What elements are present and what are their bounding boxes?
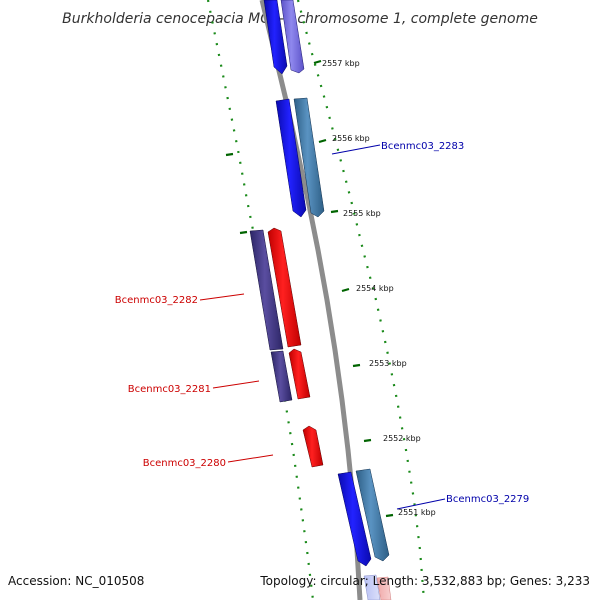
inner-tick-ring bbox=[206, 0, 315, 600]
scale-label: 2551 kbp bbox=[398, 508, 436, 517]
accession-text: Accession: NC_010508 bbox=[8, 574, 145, 588]
cds-feature[interactable] bbox=[376, 576, 392, 600]
gene-label[interactable]: Bcenmc03_2282 bbox=[115, 295, 198, 306]
gene-label[interactable]: Bcenmc03_2279 bbox=[446, 494, 529, 505]
label-leaders bbox=[199, 144, 446, 510]
gene-feature-bcenmc03-2282[interactable] bbox=[249, 229, 284, 351]
gene-feature-bcenmc03-2283[interactable] bbox=[293, 97, 325, 218]
scale-label: 2552 kbp bbox=[383, 434, 421, 443]
scale-label: 2553 kbp bbox=[369, 359, 407, 368]
scale-labels: 2557 kbp 2556 kbp 2555 kbp 2554 kbp 2553… bbox=[322, 59, 436, 517]
scale-label: 2554 kbp bbox=[356, 284, 394, 293]
topology-text: Topology: circular; Length: 3,532,883 bp… bbox=[260, 574, 590, 588]
cds-feature-bcenmc03-2280[interactable] bbox=[302, 425, 324, 468]
gene-label[interactable]: Bcenmc03_2283 bbox=[381, 141, 464, 152]
cds-feature[interactable] bbox=[263, 0, 288, 75]
cds-feature-bcenmc03-2281[interactable] bbox=[288, 348, 311, 400]
cds-feature-bcenmc03-2279[interactable] bbox=[337, 471, 372, 567]
cds-feature-bcenmc03-2283[interactable] bbox=[275, 98, 307, 218]
cds-feature-bcenmc03-2282[interactable] bbox=[267, 227, 302, 348]
gene-label[interactable]: Bcenmc03_2281 bbox=[128, 384, 211, 395]
gene-features bbox=[249, 0, 392, 600]
outer-tick-ring bbox=[296, 0, 426, 600]
gene-labels: Bcenmc03_2283 Bcenmc03_2282 Bcenmc03_228… bbox=[115, 141, 530, 505]
scale-tick-marks bbox=[225, 59, 394, 518]
gene-label[interactable]: Bcenmc03_2280 bbox=[143, 458, 226, 469]
map-title: Burkholderia cenocepacia MC0-3 chromosom… bbox=[62, 11, 538, 27]
scale-label: 2556 kbp bbox=[332, 134, 370, 143]
cds-feature[interactable] bbox=[363, 574, 381, 600]
scale-label: 2557 kbp bbox=[322, 59, 360, 68]
gene-feature[interactable] bbox=[280, 0, 305, 74]
gene-feature-bcenmc03-2281[interactable] bbox=[270, 350, 293, 403]
gene-feature-bcenmc03-2279[interactable] bbox=[355, 468, 390, 562]
chromosome-backbone bbox=[259, 0, 363, 600]
scale-label: 2555 kbp bbox=[343, 209, 381, 218]
